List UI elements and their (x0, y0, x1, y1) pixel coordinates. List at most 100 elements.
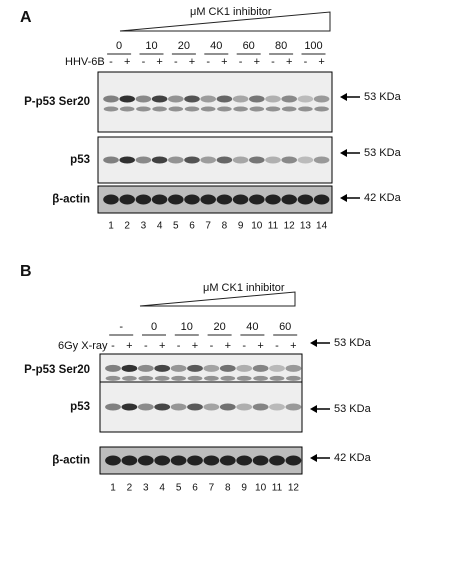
sign: - (109, 56, 113, 68)
band (265, 194, 281, 205)
arrow-head (340, 93, 347, 101)
band (105, 364, 121, 372)
lane-number: 7 (209, 483, 215, 494)
blot-label: β-actin (52, 194, 90, 206)
lane-number: 11 (268, 221, 279, 232)
marker-label: 53 KDa (334, 337, 372, 349)
panel-label: A (20, 9, 32, 26)
dose-label: 20 (213, 321, 225, 333)
band (154, 375, 170, 381)
arrow-head (310, 405, 317, 413)
sign: - (206, 56, 210, 68)
band (220, 375, 236, 381)
blot-label: P-p53 Ser20 (24, 364, 90, 376)
band (170, 403, 187, 411)
lane-number: 11 (272, 483, 283, 494)
marker-label: 53 KDa (364, 147, 402, 159)
band (297, 194, 314, 205)
lane-number: 9 (238, 221, 244, 232)
lane-number: 6 (192, 483, 198, 494)
lane-number: 9 (241, 483, 247, 494)
band (170, 455, 187, 466)
band (184, 156, 200, 164)
arrow-head (340, 194, 347, 202)
band (119, 194, 135, 205)
band (135, 95, 152, 103)
band (200, 106, 216, 112)
band (252, 403, 269, 411)
blot-label: β-actin (52, 455, 90, 467)
lane-number: 5 (173, 221, 179, 232)
sign: + (254, 56, 260, 68)
band (281, 95, 297, 103)
sign: + (286, 56, 292, 68)
panel-label: B (20, 263, 32, 280)
band (151, 194, 168, 205)
sign: - (111, 340, 115, 352)
band (184, 194, 200, 205)
blot (97, 185, 333, 214)
blot-label: P-p53 Ser20 (24, 96, 90, 108)
marker-label: 53 KDa (364, 91, 402, 103)
band (119, 106, 135, 112)
dose-label: 80 (275, 40, 287, 52)
sign: + (124, 56, 130, 68)
band (253, 375, 268, 381)
band (154, 364, 171, 372)
band (154, 403, 171, 411)
band (119, 95, 135, 103)
lane-number: 10 (255, 483, 267, 494)
band (286, 375, 301, 381)
band (217, 106, 232, 112)
band (249, 106, 265, 112)
treatment-title: μM CK1 inhibitor (190, 6, 272, 18)
band (121, 403, 138, 411)
band (219, 403, 236, 411)
band (216, 194, 233, 205)
band (119, 156, 135, 164)
band (236, 403, 253, 411)
dose-label: 0 (151, 321, 157, 333)
band (170, 364, 187, 372)
sign: - (144, 340, 148, 352)
sign: + (318, 56, 324, 68)
band (136, 106, 151, 112)
band (135, 194, 152, 205)
band (249, 194, 265, 205)
band (281, 194, 297, 205)
sign: + (159, 340, 165, 352)
dose-label: 60 (243, 40, 255, 52)
dose-label: 100 (304, 40, 322, 52)
band (285, 455, 302, 466)
band (269, 403, 285, 411)
band (203, 364, 220, 372)
sign: - (210, 340, 214, 352)
lane-number: 1 (110, 483, 116, 494)
band (200, 156, 216, 164)
band (187, 455, 203, 466)
treatment-title: μM CK1 inhibitor (203, 282, 285, 294)
band (297, 156, 314, 164)
marker-label: 42 KDa (334, 452, 372, 464)
lane-number: 8 (225, 483, 231, 494)
dose-label: - (119, 321, 123, 333)
lane-number: 2 (127, 483, 133, 494)
dose-triangle (119, 11, 331, 32)
sign: - (177, 340, 181, 352)
band (236, 375, 252, 381)
marker-label: 53 KDa (334, 403, 372, 415)
band (236, 364, 253, 372)
band (252, 364, 269, 372)
band (265, 106, 281, 112)
dose-label: 40 (246, 321, 258, 333)
sign: + (156, 56, 162, 68)
sign: - (174, 56, 178, 68)
lane-number: 2 (124, 221, 130, 232)
band (204, 375, 219, 381)
band (122, 375, 137, 381)
blot-frame (97, 71, 333, 133)
lane-number: 10 (251, 221, 263, 232)
blot (99, 446, 303, 475)
sign: - (304, 56, 308, 68)
